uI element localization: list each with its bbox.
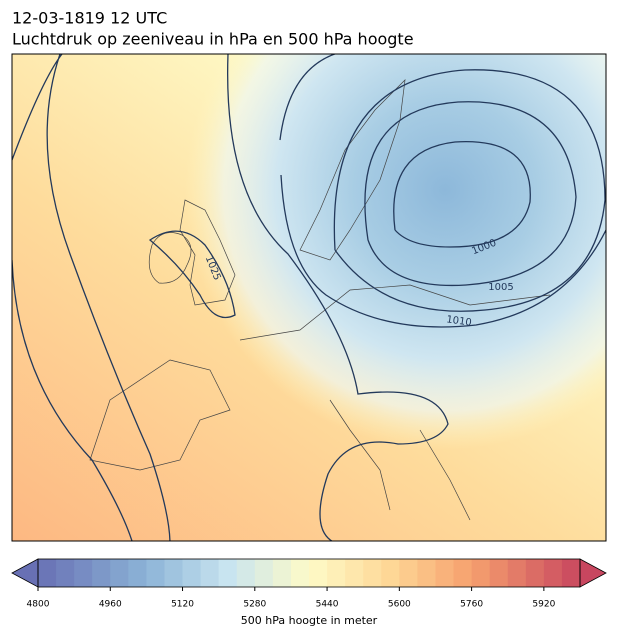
colorbar-cell xyxy=(363,559,382,587)
colorbar-cell xyxy=(38,559,57,587)
colorbar-tick-label: 4800 xyxy=(27,600,50,610)
isobar xyxy=(393,141,531,248)
colorbar-cell xyxy=(146,559,165,587)
colorbar-cell xyxy=(417,559,436,587)
low-field xyxy=(12,54,606,541)
colorbar-cell xyxy=(507,559,527,587)
contour-label: 1010 xyxy=(446,314,473,328)
colorbar-cell xyxy=(327,559,346,587)
colorbar-cell xyxy=(56,559,75,587)
colorbar-cell xyxy=(290,559,310,587)
colorbar-tick-label: 5600 xyxy=(388,600,411,610)
colorbar-label: 500 hPa hoogte in meter xyxy=(241,614,378,627)
colorbar-cell xyxy=(164,559,184,587)
isobar xyxy=(364,101,577,287)
colorbar-cell xyxy=(543,559,563,587)
colorbar-tick-label: 5120 xyxy=(171,600,194,610)
isobar xyxy=(279,54,606,328)
colorbar-cell xyxy=(236,559,256,587)
colorbar-cell xyxy=(399,559,418,587)
colorbar-extend-high xyxy=(579,558,607,588)
coastline xyxy=(89,79,551,521)
colorbar-cell xyxy=(471,559,491,587)
colorbar-cell xyxy=(561,559,581,587)
map xyxy=(12,54,606,541)
colorbar-cell xyxy=(110,559,129,587)
title: 12-03-1819 12 UTC xyxy=(12,9,167,28)
colorbar-cell xyxy=(254,559,274,587)
colorbar-cell xyxy=(200,559,220,587)
contour-label: 1005 xyxy=(488,282,513,293)
subtitle: Luchtdruk op zeeniveau in hPa en 500 hPa… xyxy=(12,30,414,49)
isobar xyxy=(12,54,171,541)
map-frame xyxy=(11,53,607,542)
colorbar-cell xyxy=(345,559,364,587)
isobar xyxy=(226,54,449,541)
colorbar-cell xyxy=(435,559,455,587)
colorbar-tick-label: 4960 xyxy=(99,600,122,610)
colorbar-cell xyxy=(74,559,93,587)
colorbar-frame xyxy=(37,558,581,588)
isobar xyxy=(148,230,236,319)
colorbar-extend-low xyxy=(11,558,39,588)
colorbar-tick-label: 5920 xyxy=(532,600,555,610)
colorbar: 4800 4960 5120 5280 5440 5600 5760 5920 xyxy=(11,558,607,610)
colorbar-tick-label: 5760 xyxy=(460,600,483,610)
colorbar-cell xyxy=(525,559,545,587)
colorbar-cell xyxy=(182,559,202,587)
colorbar-cell xyxy=(272,559,292,587)
isobar xyxy=(12,259,133,541)
colorbar-cell xyxy=(128,559,147,587)
colorbar-cell xyxy=(489,559,509,587)
colorbar-cell xyxy=(381,559,400,587)
colorbar-cell xyxy=(218,559,238,587)
colorbar-cell xyxy=(309,559,328,587)
colorbar-tick-label: 5440 xyxy=(316,600,339,610)
isobar xyxy=(333,69,606,312)
colorbar-tick-label: 5280 xyxy=(243,600,266,610)
colorbar-cell xyxy=(92,559,111,587)
colorbar-cell xyxy=(453,559,473,587)
